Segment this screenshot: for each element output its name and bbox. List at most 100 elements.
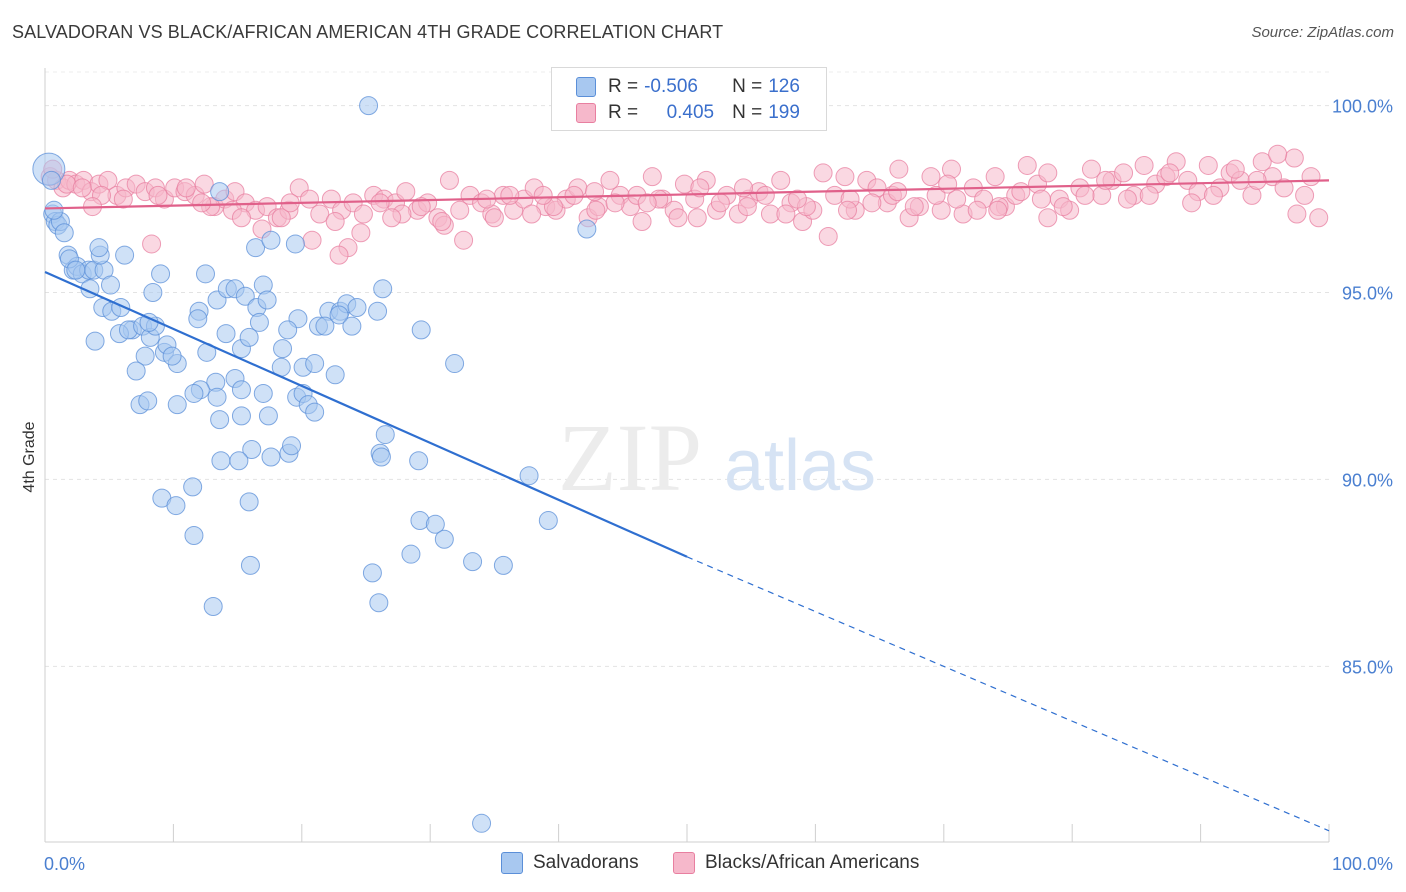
scatter-point [1038, 208, 1058, 228]
scatter-point [278, 320, 298, 340]
scatter-point [585, 182, 605, 202]
legend-r-label: R = [608, 102, 639, 123]
legend-r-value: -0.506 [644, 76, 698, 97]
scatter-point [329, 245, 349, 265]
scatter-point [253, 383, 273, 403]
scatter-point [776, 204, 796, 224]
scatter-point [203, 597, 223, 617]
scatter-point [142, 234, 162, 254]
scatter-point [54, 223, 74, 243]
scatter-point [439, 170, 459, 190]
scatter-point [207, 387, 227, 407]
scatter-point [862, 193, 882, 213]
scatter-point [938, 174, 958, 194]
scatter-point [1096, 170, 1116, 190]
scatter-point [258, 406, 278, 426]
scatter-point [755, 185, 775, 205]
scatter-point [710, 193, 730, 213]
scatter-point [1134, 155, 1154, 175]
scatter-point [484, 208, 504, 228]
trendline-blacks [44, 179, 1330, 210]
scatter-point [369, 593, 389, 613]
scatter-point [564, 185, 584, 205]
scatter-point [41, 170, 61, 190]
scatter-point [425, 514, 445, 534]
scatter-point [411, 197, 431, 217]
scatter-point [472, 813, 492, 833]
scatter-point [192, 193, 212, 213]
scatter-point [362, 563, 382, 583]
scatter-point [1284, 148, 1304, 168]
scatter-point [988, 200, 1008, 220]
scatter-point [904, 197, 924, 217]
y-tick-label: 85.0% [1342, 657, 1393, 677]
scatter-point [371, 447, 391, 467]
legend-row-blacks: R = 0.405 N = 199 [576, 101, 800, 125]
y-tick-label: 95.0% [1342, 284, 1393, 304]
trendline-salvadorans-extension [686, 556, 1330, 832]
legend-swatch-pink [673, 852, 695, 874]
scatter-point [351, 223, 371, 243]
scatter-point [687, 208, 707, 228]
scatter-point [231, 406, 251, 426]
scatter-point [347, 297, 367, 317]
scatter-point [737, 197, 757, 217]
scatter-point [1038, 163, 1058, 183]
scatter-point [1198, 155, 1218, 175]
scatter-point [115, 245, 135, 265]
scatter-point [432, 212, 452, 232]
legend-swatch-blue [501, 852, 523, 874]
legend-swatch-blue [576, 77, 596, 97]
scatter-point [1287, 204, 1307, 224]
y-tick-label: 100.0% [1332, 97, 1393, 117]
legend-item-blacks[interactable]: Blacks/African Americans [673, 852, 919, 874]
scatter-point [231, 208, 251, 228]
scatter-point [85, 331, 105, 351]
scatter-point [167, 395, 187, 415]
scatter-point [493, 555, 513, 575]
scatter-point [1182, 193, 1202, 213]
scatter-point [434, 529, 454, 549]
scatter-point [921, 167, 941, 187]
scatter-point [148, 185, 168, 205]
scatter-point [463, 552, 483, 572]
scatter-point [188, 309, 208, 329]
scatter-point [184, 525, 204, 545]
scatter-point [1011, 182, 1031, 202]
scatter-point [637, 193, 657, 213]
scatter-point [216, 324, 236, 344]
labels-layer: 85.0% 90.0% 95.0% 100.0% 0.0% 100.0% 4th Grade [21, 97, 1393, 874]
scatter-point [409, 451, 429, 471]
legend-r-value: 0.405 [666, 102, 715, 123]
trendline-salvadorans [44, 270, 688, 558]
scatter-point [235, 286, 255, 306]
scatter-point [1225, 159, 1245, 179]
scatter-point [1114, 163, 1134, 183]
scatter-point [239, 492, 259, 512]
scatter-point [242, 440, 262, 460]
scatter-point [1117, 189, 1137, 209]
scatter-point [240, 555, 260, 575]
scatter-point [305, 354, 325, 374]
axes-layer [44, 68, 1330, 843]
scatter-point [1309, 208, 1329, 228]
scatter-point [450, 200, 470, 220]
scatter-point [642, 167, 662, 187]
scatter-point [184, 383, 204, 403]
scatter-point [66, 260, 86, 280]
legend-label: Blacks/African Americans [705, 852, 920, 873]
scatter-point [519, 466, 539, 486]
scatter-point [368, 301, 388, 321]
scatter-point [285, 234, 305, 254]
scatter-point [151, 264, 171, 284]
y-tick-label: 90.0% [1342, 470, 1393, 490]
chart-source: Source: ZipAtlas.com [1251, 24, 1394, 41]
scatter-point [261, 230, 281, 250]
scatter-point [690, 178, 710, 198]
legend-n-label: N = [732, 102, 763, 123]
scatter-point [835, 167, 855, 187]
scatter-point [210, 410, 230, 430]
scatter-point [787, 189, 807, 209]
scatter-point [231, 380, 251, 400]
legend-item-salvadorans[interactable]: Salvadorans [501, 852, 639, 874]
